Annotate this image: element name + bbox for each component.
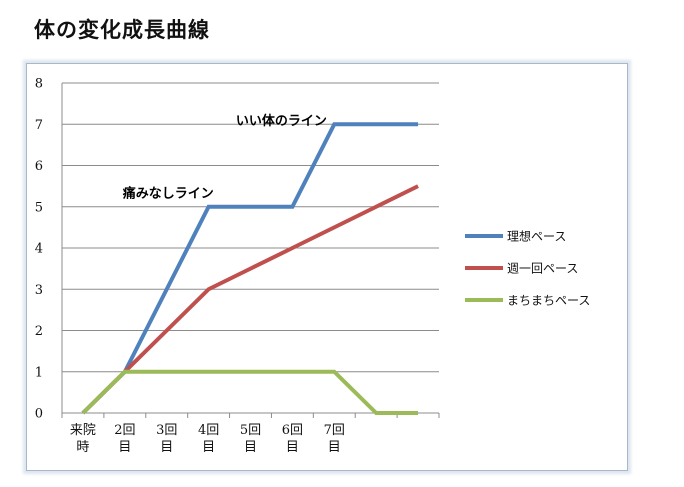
x-tick-label: 3回 xyxy=(156,423,177,438)
y-tick-label: 2 xyxy=(35,324,43,339)
x-tick-label: 目 xyxy=(286,440,299,455)
x-tick-label: 2回 xyxy=(114,423,135,438)
x-tick-label: 目 xyxy=(202,440,215,455)
chart-frame: 0 1 2 3 4 5 6 7 8 来院時 2回目 3回目 4回目 5回目 6回目 7回目 いい体のライン痛… xyxy=(26,63,628,471)
x-tick-label: 目 xyxy=(160,440,173,455)
x-tick-label: 目 xyxy=(244,440,257,455)
x-tick-label: 5回 xyxy=(240,423,261,438)
x-tick-label: 目 xyxy=(328,440,341,455)
y-axis: 0 1 2 3 4 5 6 7 8 xyxy=(35,77,63,422)
series-line xyxy=(81,369,419,415)
x-tick-label: 時 xyxy=(76,440,89,455)
y-tick-label: 4 xyxy=(35,242,43,257)
growth-curve-chart: 0 1 2 3 4 5 6 7 8 来院時 2回目 3回目 4回目 5回目 6回目 7回目 いい体のライン痛… xyxy=(35,77,591,456)
legend-label: まちまちペース xyxy=(507,294,590,308)
y-tick-label: 7 xyxy=(35,118,43,133)
series-line xyxy=(81,122,419,415)
annotation-label: いい体のライン xyxy=(236,113,327,129)
y-tick-label: 8 xyxy=(35,77,43,92)
legend-label: 週一回ペース xyxy=(507,262,578,276)
y-tick-label: 6 xyxy=(35,159,43,174)
x-tick-label: 6回 xyxy=(282,423,303,438)
x-tick-label: 4回 xyxy=(198,423,219,438)
annotation-label: 痛みなしライン xyxy=(122,185,214,201)
x-axis: 来院時 2回目 3回目 4回目 5回目 6回目 7回目 xyxy=(61,413,440,455)
y-tick-label: 1 xyxy=(35,365,43,380)
y-tick-label: 3 xyxy=(35,283,43,298)
series-line xyxy=(81,184,419,415)
x-tick-label: 7回 xyxy=(324,423,345,438)
x-tick-label: 目 xyxy=(118,440,131,455)
page-title: 体の変化成長曲線 xyxy=(34,18,210,42)
gridlines xyxy=(62,82,439,414)
x-tick-label: 来院 xyxy=(70,423,96,438)
legend-label: 理想ペース xyxy=(507,229,566,244)
y-tick-label: 5 xyxy=(35,200,43,215)
series-lines xyxy=(81,122,419,415)
y-tick-label: 0 xyxy=(35,407,43,422)
